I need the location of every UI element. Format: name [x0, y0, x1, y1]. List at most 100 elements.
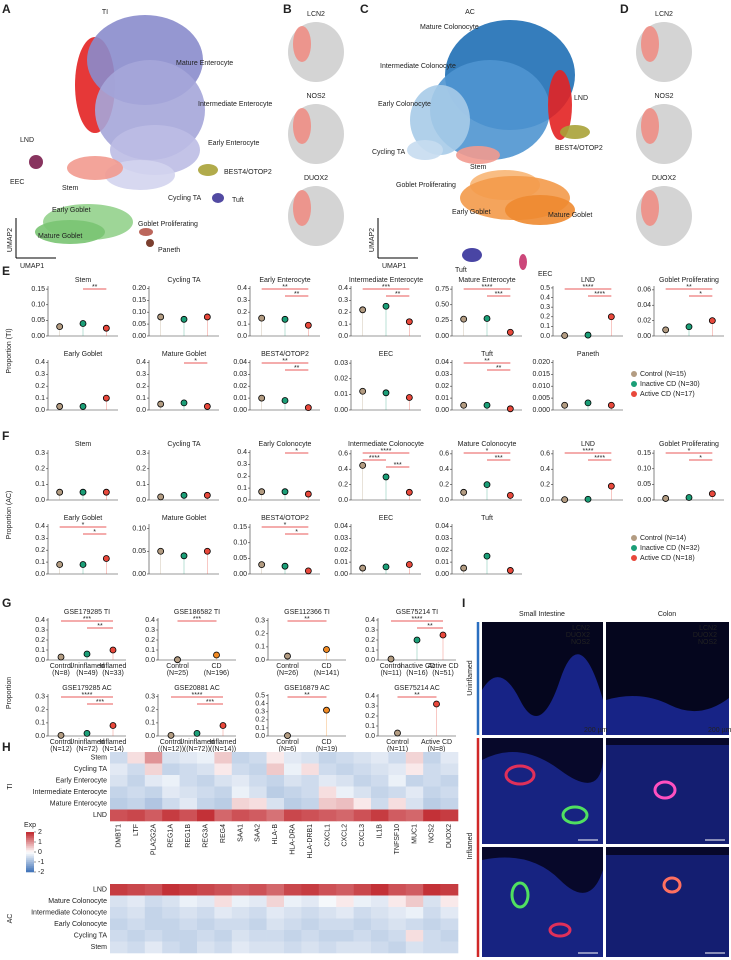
- gene-label: CXCL2: [342, 824, 349, 847]
- column-title: Colon: [658, 611, 676, 618]
- x-tick-label: CD: [321, 663, 331, 670]
- colorbar-label: -1: [38, 859, 44, 866]
- legend-swatch: [631, 555, 637, 561]
- x-tick-label: (N=51): [432, 670, 454, 677]
- mean-dot: [460, 488, 468, 496]
- colorbar-step: [26, 860, 34, 863]
- mean-dot: [79, 488, 87, 496]
- heat-cell: [231, 918, 250, 931]
- heat-cell: [110, 884, 128, 896]
- mean-dot: [460, 401, 468, 409]
- y-tick-label: 0.05: [637, 481, 651, 488]
- cluster-label: Stem: [62, 185, 79, 192]
- panel-title: Mature Goblet: [162, 515, 206, 522]
- colorbar-step: [26, 858, 34, 861]
- gene-label: REG1A: [168, 824, 175, 848]
- mean-dot: [258, 488, 266, 496]
- legend-label: Inactive CD (N=32): [640, 545, 700, 552]
- heat-cell: [110, 918, 128, 931]
- heat-cell: [144, 907, 163, 919]
- mean-dot: [304, 490, 312, 498]
- panel-title: LND: [581, 277, 595, 284]
- gene-label: MUC1: [411, 824, 418, 844]
- y-axis-title: Proportion (TI): [6, 328, 13, 373]
- y-tick-label: 0.5: [255, 692, 265, 699]
- umap-title: AC: [465, 9, 475, 16]
- heat-cell: [318, 884, 337, 896]
- heat-cell: [423, 895, 441, 908]
- x-tick-label: Inflamed: [210, 739, 237, 746]
- heat-cell: [284, 763, 302, 776]
- legend-label: Control (N=14): [640, 535, 686, 542]
- heat-cell: [179, 907, 198, 919]
- mean-dot: [584, 495, 592, 503]
- heat-cell: [127, 941, 146, 954]
- y-tick-label: 0.2: [439, 481, 449, 488]
- heat-cell: [405, 941, 424, 954]
- sig-label: **: [686, 284, 692, 291]
- y-tick-label: 0.4: [136, 359, 146, 366]
- y-tick-label: 0.6: [540, 451, 550, 458]
- heat-cell: [388, 763, 407, 776]
- heat-cell: [336, 907, 354, 919]
- heat-cell: [214, 763, 233, 776]
- heat-cell: [284, 895, 302, 908]
- y-tick-label: 0.1: [35, 395, 45, 402]
- mean-dot: [483, 315, 491, 322]
- heat-cell: [336, 941, 354, 954]
- sig-label: **: [304, 616, 310, 623]
- heat-cell: [284, 786, 302, 799]
- y-tick-label: 0.3: [35, 693, 45, 700]
- heat-cell: [423, 809, 441, 822]
- panel-title: Stem: [75, 277, 92, 284]
- mean-dot: [662, 326, 670, 334]
- mean-dot: [79, 561, 87, 568]
- heat-cell: [249, 930, 267, 942]
- cluster-label: LND: [574, 95, 588, 102]
- heat-cell: [249, 884, 267, 896]
- y-tick-label: 0.0: [237, 333, 247, 340]
- heat-cell: [371, 798, 389, 810]
- cluster-label: Mature Colonocyte: [420, 24, 479, 31]
- heat-cell: [423, 752, 441, 764]
- colorbar-label: 1: [38, 839, 42, 846]
- heat-cell: [127, 775, 146, 787]
- y-tick-label: 0.3: [136, 371, 146, 378]
- mean-dot: [323, 646, 330, 653]
- y-tick-label: 0.2: [255, 631, 265, 638]
- y-tick-label: 0.1: [145, 647, 155, 654]
- x-tick-label: Inflamed: [100, 739, 127, 746]
- y-tick-label: 0.4: [237, 449, 247, 456]
- mean-dot: [83, 650, 91, 658]
- mean-dot: [213, 651, 220, 659]
- colorbar-label: -2: [38, 869, 44, 876]
- sig-label: *: [699, 455, 702, 462]
- y-tick-label: 0.3: [136, 450, 146, 457]
- cluster-label: EEC: [538, 271, 552, 278]
- row-label: Intermediate Colonocyte: [31, 910, 107, 917]
- sig-label: **: [97, 623, 103, 630]
- heat-cell: [318, 763, 337, 776]
- colorbar-step: [26, 848, 34, 851]
- tissue: [606, 855, 729, 957]
- heat-cell: [405, 930, 424, 942]
- y-tick-label: 0.4: [35, 617, 45, 624]
- heat-cell: [197, 941, 215, 954]
- y-tick-label: 0.05: [132, 321, 146, 328]
- sig-label: **: [282, 284, 288, 291]
- panel-label: H: [2, 740, 11, 754]
- mean-dot: [405, 561, 413, 568]
- y-tick-label: 0.0: [35, 657, 45, 664]
- heat-cell: [318, 907, 337, 919]
- heat-cell: [110, 786, 128, 799]
- panel-title: Tuft: [481, 515, 493, 522]
- heat-cell: [110, 798, 128, 810]
- heat-cell: [197, 798, 215, 810]
- y-tick-label: 0.000: [532, 407, 550, 414]
- heat-cell: [197, 809, 215, 822]
- heat-cell: [127, 809, 146, 822]
- heat-cell: [388, 907, 407, 919]
- axis-label: UMAP2: [369, 228, 376, 252]
- panel-title: BEST4/OTOP2: [261, 515, 309, 522]
- x-tick-label: ((N=14)): [210, 746, 236, 753]
